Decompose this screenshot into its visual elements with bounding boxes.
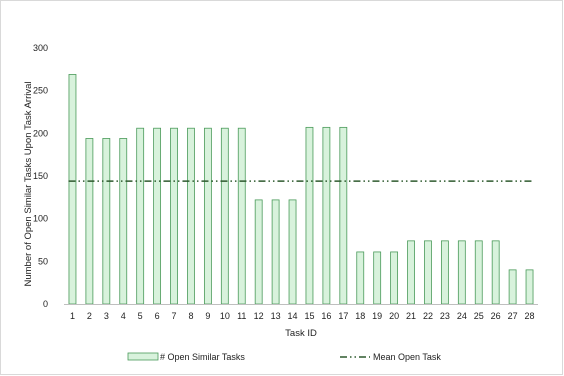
legend-bar-swatch xyxy=(127,352,159,361)
x-tick-label: 28 xyxy=(525,311,535,321)
bar xyxy=(170,127,178,305)
x-tick-label: 8 xyxy=(188,311,193,321)
y-tick-label: 300 xyxy=(33,43,48,53)
bar xyxy=(390,251,399,305)
bar xyxy=(305,126,314,305)
bar xyxy=(322,126,331,305)
y-tick-label: 150 xyxy=(33,171,48,181)
x-tick-label: 25 xyxy=(474,311,484,321)
x-tick-label: 22 xyxy=(423,311,433,321)
bar xyxy=(491,240,500,305)
bar xyxy=(271,199,280,305)
x-tick-label: 21 xyxy=(406,311,416,321)
x-tick-label: 6 xyxy=(155,311,160,321)
y-axis-ticks: 0 50 100 150 200 250 300 xyxy=(33,43,48,309)
x-tick-label: 18 xyxy=(355,311,365,321)
legend: # Open Similar Tasks Mean Open Task xyxy=(127,352,441,362)
y-tick-label: 200 xyxy=(33,128,48,138)
bar xyxy=(203,127,212,305)
x-tick-label: 20 xyxy=(389,311,399,321)
x-tick-label: 3 xyxy=(104,311,109,321)
bar xyxy=(373,251,382,305)
x-tick-label: 12 xyxy=(254,311,264,321)
x-tick-label: 19 xyxy=(372,311,382,321)
bar xyxy=(153,127,162,305)
bar xyxy=(407,240,415,305)
x-tick-label: 23 xyxy=(440,311,450,321)
bar-series xyxy=(68,74,534,305)
y-axis-title: Number of Open Similar Tasks Upon Task A… xyxy=(23,81,34,286)
legend-line-label: Mean Open Task xyxy=(373,352,441,362)
x-tick-label: 15 xyxy=(304,311,314,321)
bar xyxy=(68,74,77,305)
x-tick-label: 26 xyxy=(491,311,501,321)
y-tick-label: 100 xyxy=(33,214,48,224)
bar xyxy=(440,240,449,305)
bar xyxy=(254,199,263,305)
bar xyxy=(508,269,517,305)
y-tick-label: 50 xyxy=(38,256,48,266)
x-tick-label: 11 xyxy=(237,311,246,321)
bar xyxy=(525,269,534,305)
x-tick-label: 24 xyxy=(457,311,467,321)
bar xyxy=(288,199,297,305)
bar xyxy=(102,138,111,305)
bar xyxy=(339,126,348,305)
x-axis-ticks: 1 2 3 4 5 6 7 8 9 10 11 12 13 14 15 16 17 18 19 20 21 22 23 24 2… xyxy=(70,311,535,321)
bar xyxy=(424,240,432,305)
bar xyxy=(237,127,246,305)
y-tick-label: 250 xyxy=(33,86,48,96)
x-tick-label: 13 xyxy=(271,311,281,321)
bar xyxy=(220,127,229,305)
x-tick-label: 10 xyxy=(220,311,230,321)
x-tick-label: 14 xyxy=(288,311,298,321)
x-tick-label: 17 xyxy=(338,311,348,321)
x-tick-label: 1 xyxy=(70,311,75,321)
x-tick-label: 9 xyxy=(205,311,210,321)
x-axis-title: Task ID xyxy=(285,328,317,339)
x-tick-label: 7 xyxy=(172,311,177,321)
bar xyxy=(119,138,128,305)
bar xyxy=(457,240,466,305)
x-tick-label: 5 xyxy=(138,311,143,321)
bar xyxy=(136,127,145,305)
bar xyxy=(85,138,94,305)
x-tick-label: 27 xyxy=(508,311,518,321)
legend-bar-label: # Open Similar Tasks xyxy=(160,352,245,362)
bar xyxy=(187,127,195,305)
x-tick-label: 2 xyxy=(87,311,92,321)
bar xyxy=(474,240,483,305)
bar xyxy=(356,251,365,305)
x-tick-label: 16 xyxy=(321,311,331,321)
y-tick-label: 0 xyxy=(43,299,48,309)
x-tick-label: 4 xyxy=(121,311,126,321)
